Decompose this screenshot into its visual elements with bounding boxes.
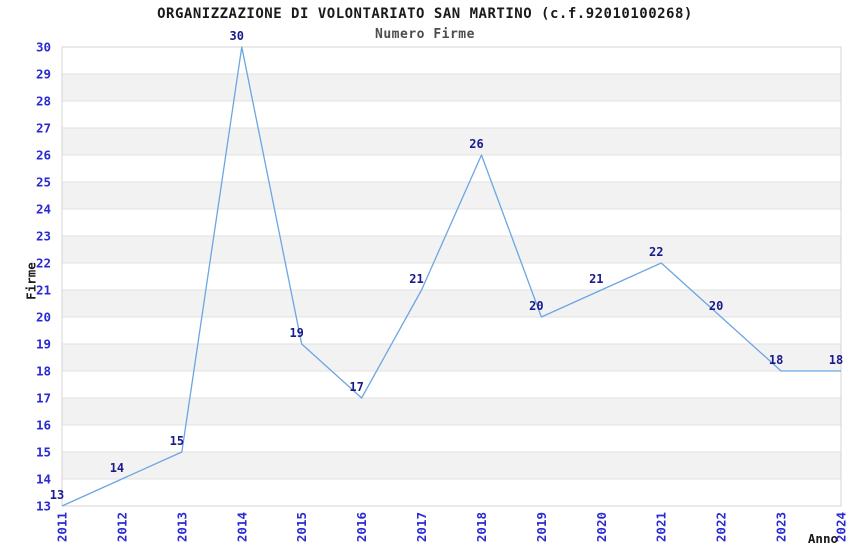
x-tick-label: 2014	[234, 512, 249, 542]
data-point-label: 20	[529, 299, 543, 313]
y-tick-label: 20	[36, 310, 51, 325]
x-tick-label: 2019	[534, 512, 549, 542]
data-point-label: 18	[829, 353, 843, 367]
plot-band	[62, 452, 841, 479]
plot-band	[62, 344, 841, 371]
data-point-label: 15	[170, 434, 184, 448]
y-tick-label: 17	[36, 391, 51, 406]
y-tick-label: 16	[36, 418, 51, 433]
plot-band	[62, 263, 841, 290]
y-tick-label: 18	[36, 364, 51, 379]
data-point-label: 19	[289, 326, 303, 340]
plot-band	[62, 236, 841, 263]
y-tick-label: 13	[36, 499, 51, 514]
chart-title: ORGANIZZAZIONE DI VOLONTARIATO SAN MARTI…	[157, 6, 693, 22]
plot-band	[62, 371, 841, 398]
data-point-label: 20	[709, 299, 723, 313]
x-tick-label: 2024	[834, 512, 849, 542]
data-point-label: 14	[110, 461, 124, 475]
x-tick-label: 2016	[354, 512, 369, 542]
x-tick-label: 2023	[774, 512, 789, 542]
plot-band	[62, 101, 841, 128]
plot-band	[62, 398, 841, 425]
y-tick-label: 19	[36, 337, 51, 352]
data-point-label: 26	[469, 137, 483, 151]
data-point-label: 18	[769, 353, 783, 367]
data-point-label: 17	[349, 380, 363, 394]
data-point-label: 30	[230, 29, 244, 43]
plot-band	[62, 479, 841, 506]
y-tick-label: 26	[36, 148, 51, 163]
x-tick-label: 2018	[474, 512, 489, 542]
x-tick-label: 2017	[414, 512, 429, 542]
plot-band	[62, 425, 841, 452]
x-tick-label: 2015	[294, 512, 309, 542]
x-tick-label: 2011	[55, 512, 70, 542]
plot-border	[61, 46, 842, 507]
plot-band	[62, 128, 841, 155]
data-point-label: 13	[50, 488, 64, 502]
y-tick-label: 24	[36, 202, 51, 217]
y-tick-label: 25	[36, 175, 51, 190]
y-tick-label: 22	[36, 256, 51, 271]
plot-band	[62, 74, 841, 101]
data-point-label: 21	[409, 272, 423, 286]
chart-subtitle: Numero Firme	[375, 27, 475, 42]
data-point-label: 22	[649, 245, 663, 259]
y-tick-label: 28	[36, 94, 51, 109]
plot-band	[62, 155, 841, 182]
x-axis-title: Anno	[807, 531, 838, 546]
x-tick-label: 2020	[594, 512, 609, 542]
x-tick-label: 2013	[174, 512, 189, 542]
series-line	[61, 46, 841, 507]
plot-band	[62, 317, 841, 344]
y-tick-label: 27	[36, 121, 51, 136]
x-tick-label: 2021	[654, 512, 669, 542]
y-tick-label: 15	[36, 445, 51, 460]
y-tick-label: 14	[36, 472, 51, 487]
y-tick-label: 23	[36, 229, 51, 244]
x-tick-label: 2012	[114, 512, 129, 542]
y-tick-label: 21	[36, 283, 51, 298]
plot-band	[62, 47, 841, 74]
plot-band	[62, 290, 841, 317]
data-point-label: 21	[589, 272, 603, 286]
y-tick-label: 30	[36, 40, 51, 55]
y-tick-label: 29	[36, 67, 51, 82]
plot-band	[62, 182, 841, 209]
x-tick-label: 2022	[714, 512, 729, 542]
